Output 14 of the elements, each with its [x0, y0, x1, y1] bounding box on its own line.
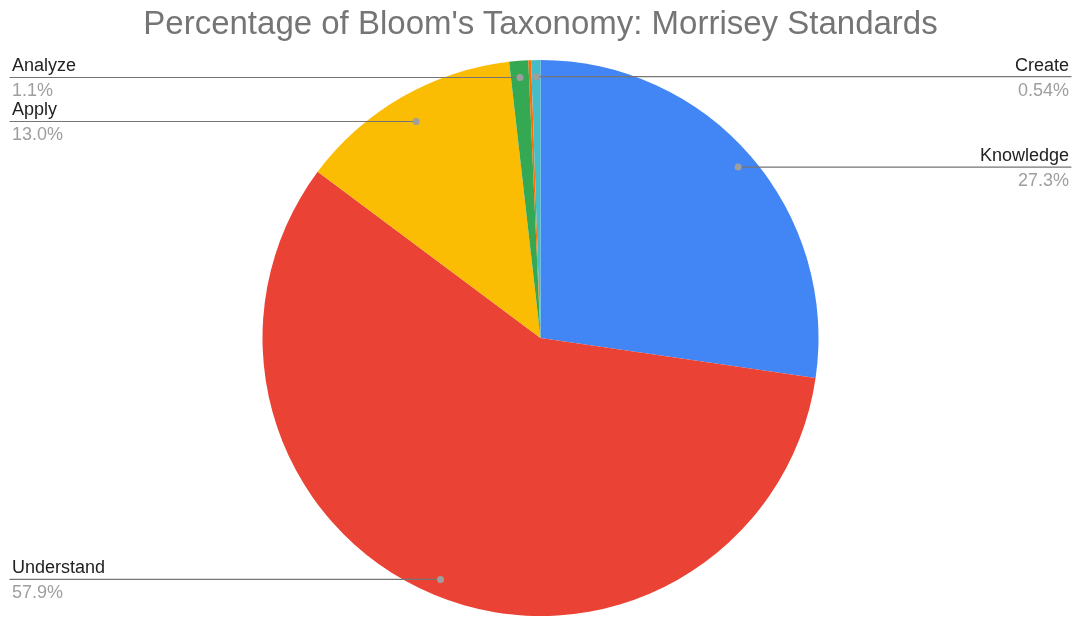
data-label: 1.1% [12, 80, 54, 101]
slice-label: Understand [12, 557, 106, 578]
slice-label: Analyze [12, 55, 77, 76]
data-label: 27.3% [1017, 170, 1069, 191]
pie-slice [317, 61, 541, 338]
slice-label: Apply [12, 99, 58, 120]
pie-slice [262, 171, 816, 616]
data-label: 57.9% [12, 582, 64, 603]
data-label: 0.54% [1017, 79, 1069, 100]
data-label: 13.0% [12, 124, 64, 145]
chart-title: Percentage of Bloom's Taxonomy: Morrisey Standards [143, 4, 938, 41]
pie-slice [540, 60, 819, 379]
slice-label: Create [1014, 54, 1069, 75]
slice-label: Knowledge [979, 145, 1069, 166]
